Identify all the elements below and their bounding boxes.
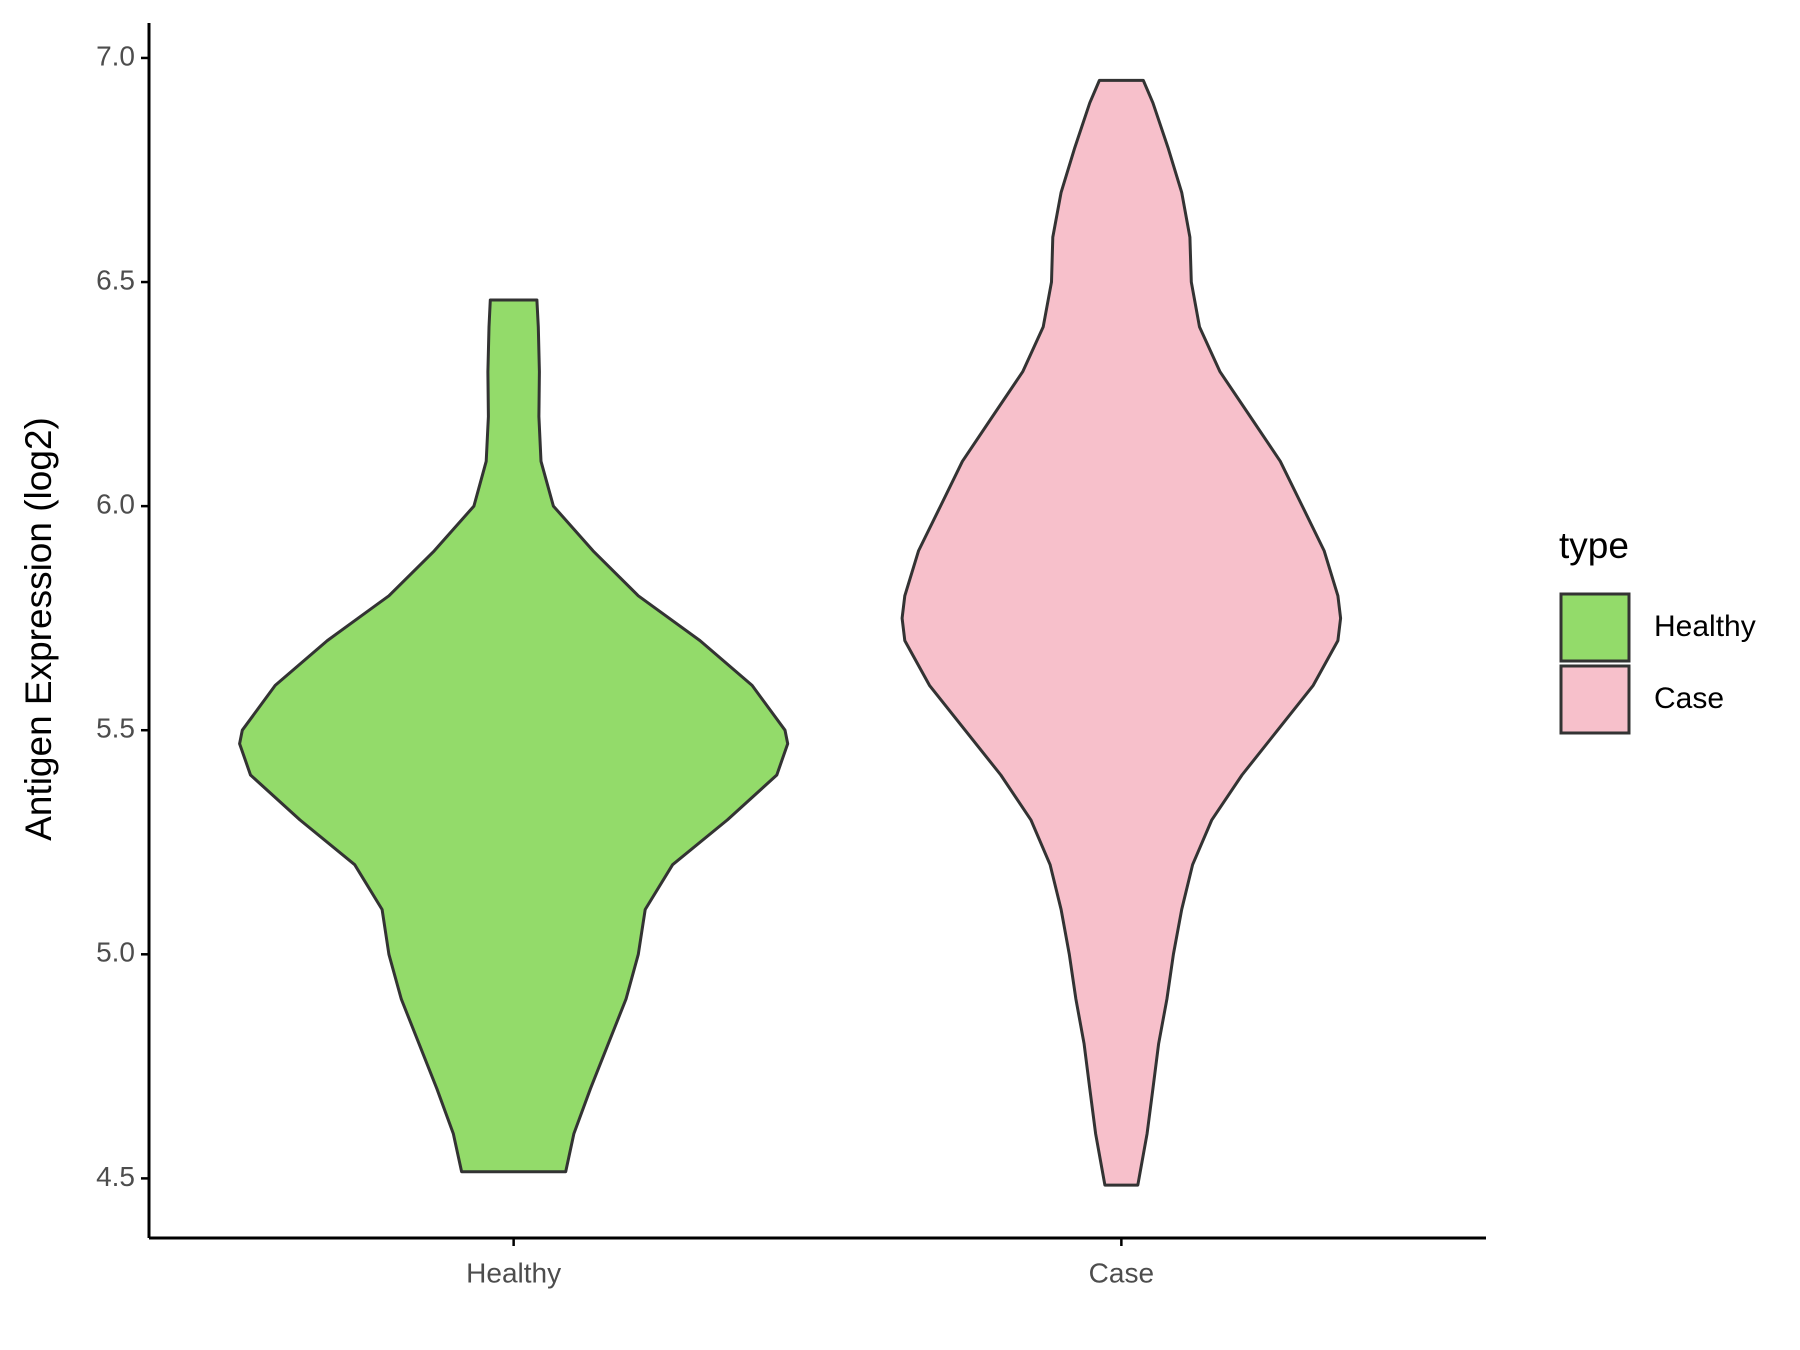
- legend-label: Case: [1654, 682, 1724, 715]
- y-tick-label: 5.5: [96, 713, 135, 744]
- violin: [238, 298, 790, 1174]
- y-tick-label: 7.0: [96, 40, 135, 71]
- y-tick-label: 4.5: [96, 1161, 135, 1192]
- y-axis-label: Antigen Expression (log2): [18, 417, 59, 841]
- legend-label: Healthy: [1654, 610, 1756, 643]
- y-tick-label: 5.0: [96, 937, 135, 968]
- y-tick-label: 6.0: [96, 489, 135, 520]
- legend-title: type: [1559, 525, 1629, 566]
- legend-key: [1559, 592, 1631, 663]
- violin: [900, 78, 1343, 1187]
- x-tick-label: Case: [1089, 1257, 1154, 1288]
- legend-key: [1559, 664, 1631, 735]
- y-tick-label: 6.5: [96, 264, 135, 295]
- x-tick-label: Healthy: [466, 1257, 561, 1288]
